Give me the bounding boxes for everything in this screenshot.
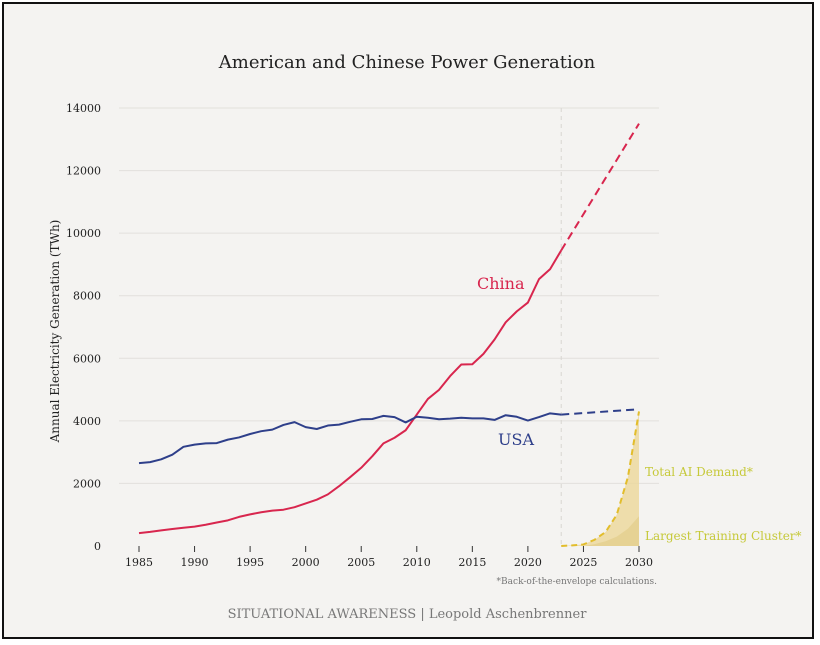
series-layer [138, 123, 640, 547]
label-largest-training-cluster: Largest Training Cluster* [645, 529, 802, 543]
chart: American and Chinese Power Generation 0 2… [48, 52, 802, 622]
chart-frame: American and Chinese Power Generation 0 2… [2, 2, 814, 639]
y-axis-label: Annual Electricity Generation (TWh) [48, 220, 62, 444]
y-ticks: 0 2000 4000 6000 8000 10000 12000 14000 [66, 102, 101, 553]
y-tick-label: 8000 [73, 290, 101, 303]
x-tick-label: 1985 [125, 556, 153, 569]
chart-title: American and Chinese Power Generation [218, 52, 596, 73]
label-china: China [477, 274, 525, 293]
y-tick-label: 12000 [66, 165, 101, 178]
label-total-ai-demand: Total AI Demand* [645, 465, 753, 479]
x-tick-label: 2025 [569, 556, 597, 569]
x-tick-label: 1990 [181, 556, 209, 569]
grid [119, 107, 659, 546]
line-china [138, 249, 563, 535]
y-tick-label: 0 [94, 540, 101, 553]
x-tick-label: 2030 [625, 556, 653, 569]
projection-usa [561, 408, 640, 416]
y-tick-label: 14000 [66, 102, 101, 115]
x-tick-label: 2000 [292, 556, 320, 569]
y-tick-label: 10000 [66, 227, 101, 240]
x-tick-label: 2020 [514, 556, 542, 569]
line-usa [138, 412, 562, 465]
x-tick-label: 2010 [403, 556, 431, 569]
area-total-ai-demand- [561, 411, 639, 546]
x-ticks: 1985 1990 1995 2000 2005 2010 2015 2020 2025 2030 [125, 546, 653, 569]
y-tick-label: 4000 [73, 415, 101, 428]
x-tick-label: 2005 [347, 556, 375, 569]
label-usa: USA [498, 430, 534, 449]
footnote: *Back-of-the-envelope calculations. [497, 577, 658, 587]
credit: SITUATIONAL AWARENESS | Leopold Aschenbr… [228, 607, 588, 622]
y-tick-label: 6000 [73, 352, 101, 365]
y-tick-label: 2000 [73, 477, 101, 490]
x-tick-label: 2015 [458, 556, 486, 569]
line-total-ai-demand [561, 411, 640, 547]
projection-china [560, 123, 640, 251]
area-largest-training-cluster- [583, 516, 639, 546]
x-tick-label: 1995 [236, 556, 264, 569]
